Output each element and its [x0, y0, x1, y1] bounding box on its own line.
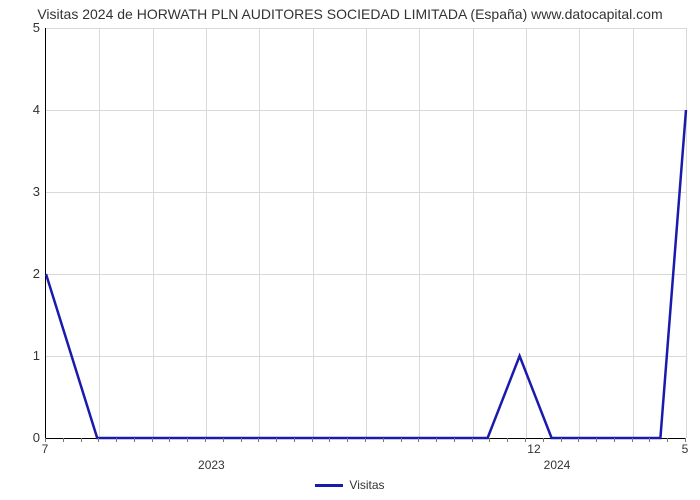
x-tick-label: 7 [42, 442, 49, 456]
minor-tick [223, 438, 224, 442]
minor-tick [45, 438, 46, 442]
minor-tick [81, 438, 82, 442]
minor-tick [472, 438, 473, 442]
minor-tick [614, 438, 615, 442]
minor-tick [383, 438, 384, 442]
minor-tick [561, 438, 562, 442]
visits-line [46, 110, 686, 438]
minor-tick [241, 438, 242, 442]
minor-tick [134, 438, 135, 442]
minor-tick [685, 438, 686, 442]
minor-tick [152, 438, 153, 442]
x-tick-label: 12 [527, 442, 540, 456]
chart-title: Visitas 2024 de HORWATH PLN AUDITORES SO… [0, 6, 700, 22]
minor-tick [365, 438, 366, 442]
minor-tick [312, 438, 313, 442]
minor-tick [63, 438, 64, 442]
x-tick-label: 5 [682, 442, 689, 456]
minor-tick [632, 438, 633, 442]
minor-tick [436, 438, 437, 442]
minor-tick [205, 438, 206, 442]
minor-tick [401, 438, 402, 442]
minor-tick [649, 438, 650, 442]
minor-tick [276, 438, 277, 442]
minor-tick [347, 438, 348, 442]
legend: Visitas [0, 478, 700, 492]
minor-tick [169, 438, 170, 442]
y-tick-label: 3 [0, 184, 40, 199]
line-series [46, 28, 686, 438]
plot-area [45, 28, 686, 439]
minor-tick [543, 438, 544, 442]
minor-tick [667, 438, 668, 442]
minor-tick [507, 438, 508, 442]
y-tick-label: 4 [0, 102, 40, 117]
minor-tick [329, 438, 330, 442]
minor-tick [489, 438, 490, 442]
x-year-label: 2023 [198, 458, 225, 472]
minor-tick [116, 438, 117, 442]
legend-swatch [315, 484, 343, 487]
minor-tick [187, 438, 188, 442]
gridline-v [686, 28, 687, 438]
minor-tick [525, 438, 526, 442]
minor-tick [418, 438, 419, 442]
minor-tick [596, 438, 597, 442]
minor-tick [578, 438, 579, 442]
minor-tick [98, 438, 99, 442]
minor-tick [454, 438, 455, 442]
minor-tick [258, 438, 259, 442]
minor-tick [294, 438, 295, 442]
y-tick-label: 5 [0, 20, 40, 35]
y-tick-label: 0 [0, 430, 40, 445]
legend-label: Visitas [349, 478, 384, 492]
x-year-label: 2024 [544, 458, 571, 472]
y-tick-label: 2 [0, 266, 40, 281]
y-tick-label: 1 [0, 348, 40, 363]
